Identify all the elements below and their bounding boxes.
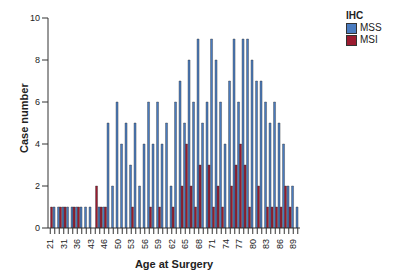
svg-text:62: 62 bbox=[167, 239, 177, 249]
svg-text:71: 71 bbox=[207, 239, 217, 249]
svg-text:50: 50 bbox=[113, 239, 123, 249]
svg-text:8: 8 bbox=[35, 55, 40, 65]
svg-text:31: 31 bbox=[59, 239, 69, 249]
svg-text:53: 53 bbox=[126, 239, 136, 249]
svg-text:2: 2 bbox=[35, 181, 40, 191]
svg-text:83: 83 bbox=[261, 239, 271, 249]
svg-text:86: 86 bbox=[275, 239, 285, 249]
svg-text:36: 36 bbox=[72, 239, 82, 249]
svg-text:59: 59 bbox=[153, 239, 163, 249]
svg-text:43: 43 bbox=[86, 239, 96, 249]
svg-text:89: 89 bbox=[288, 239, 298, 249]
html-text:MSI: MSI bbox=[360, 34, 378, 45]
svg-text:10: 10 bbox=[30, 13, 40, 23]
svg-text:46: 46 bbox=[99, 239, 109, 249]
svg-text:65: 65 bbox=[180, 239, 190, 249]
svg-text:6: 6 bbox=[35, 97, 40, 107]
html-text:IHC: IHC bbox=[346, 10, 364, 21]
svg-text:Case number: Case number bbox=[18, 83, 30, 153]
svg-text:80: 80 bbox=[248, 239, 258, 249]
svg-text:4: 4 bbox=[35, 139, 40, 149]
html-text:MSS: MSS bbox=[360, 22, 382, 33]
svg-text:0: 0 bbox=[35, 223, 40, 233]
svg-text:56: 56 bbox=[140, 239, 150, 249]
svg-text:68: 68 bbox=[194, 239, 204, 249]
svg-text:77: 77 bbox=[234, 239, 244, 249]
svg-text:21: 21 bbox=[45, 239, 55, 249]
svg-text:Age at Surgery: Age at Surgery bbox=[135, 258, 214, 270]
svg-text:74: 74 bbox=[221, 239, 231, 249]
